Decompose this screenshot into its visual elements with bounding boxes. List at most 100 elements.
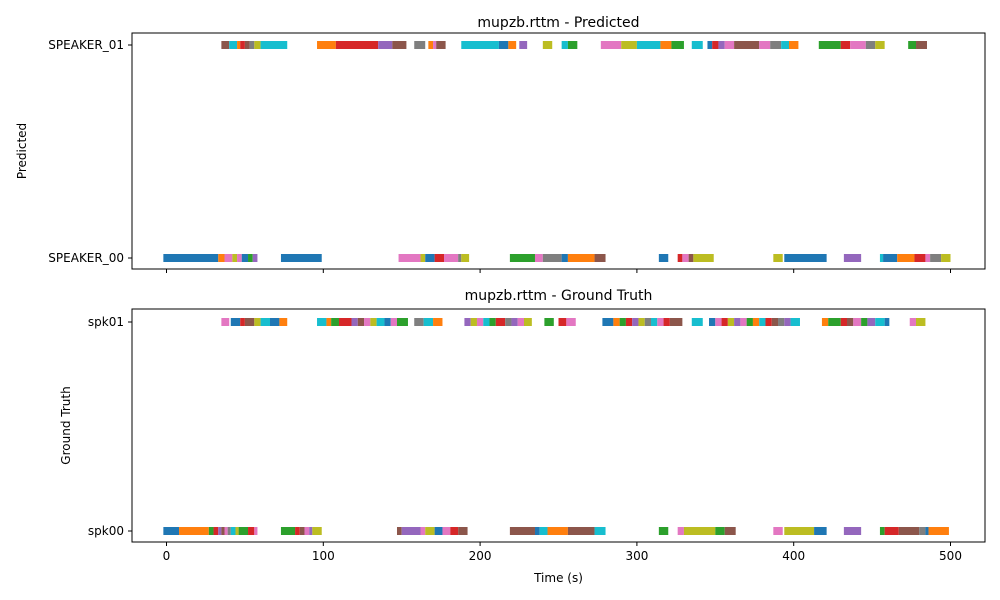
segment-spk01 (384, 318, 391, 326)
segment-speaker_01 (221, 41, 230, 49)
segment-speaker_00 (434, 254, 445, 262)
segment-speaker_01 (428, 41, 434, 49)
segment-spk00 (221, 527, 225, 535)
segment-spk01 (423, 318, 434, 326)
segment-spk01 (602, 318, 614, 326)
segment-speaker_01 (707, 41, 713, 49)
y-tick-label: spk01 (88, 315, 124, 329)
segment-speaker_00 (237, 254, 242, 262)
segment-spk00 (238, 527, 249, 535)
segment-spk00 (420, 527, 426, 535)
segment-spk00 (450, 527, 459, 535)
segment-spk01 (669, 318, 683, 326)
segment-spk01 (632, 318, 639, 326)
segment-speaker_01 (660, 41, 672, 49)
segment-spk01 (657, 318, 664, 326)
predicted-y-ticks: SPEAKER_00 SPEAKER_01 (48, 38, 132, 265)
segment-speaker_01 (433, 41, 437, 49)
segment-spk00 (396, 527, 402, 535)
x-tick-label: 500 (939, 549, 962, 563)
segment-spk00 (509, 527, 535, 535)
segment-spk01 (847, 318, 854, 326)
segment-speaker_01 (519, 41, 528, 49)
segment-speaker_01 (317, 41, 336, 49)
segment-spk00 (304, 527, 310, 535)
segment-speaker_01 (636, 41, 661, 49)
predicted-title: mupzb.rttm - Predicted (477, 15, 639, 31)
segment-speaker_01 (734, 41, 760, 49)
segment-spk01 (778, 318, 785, 326)
segment-spk01 (727, 318, 735, 326)
segment-speaker_01 (260, 41, 288, 49)
ground-truth-panel: spk00 spk01 0 100 200 300 400 500 mupzb.rttm -… (59, 288, 986, 585)
segment-spk01 (390, 318, 397, 326)
segment-spk00 (295, 527, 300, 535)
segment-speaker_01 (600, 41, 622, 49)
segment-spk00 (230, 527, 236, 535)
segment-speaker_00 (773, 254, 783, 262)
segment-spk01 (746, 318, 753, 326)
segment-speaker_00 (224, 254, 233, 262)
segment-spk01 (916, 318, 926, 326)
segment-spk00 (677, 527, 684, 535)
segment-speaker_01 (759, 41, 771, 49)
segment-spk00 (658, 527, 669, 535)
segment-spk01 (638, 318, 645, 326)
segment-spk00 (458, 527, 468, 535)
segment-speaker_01 (508, 41, 517, 49)
segment-speaker_00 (425, 254, 435, 262)
ground-truth-axes-frame (131, 308, 986, 543)
segment-spk01 (524, 318, 532, 326)
segment-spk00 (309, 527, 313, 535)
segment-speaker_01 (770, 41, 782, 49)
segment-speaker_01 (244, 41, 250, 49)
segment-spk01 (370, 318, 377, 326)
segment-speaker_01 (865, 41, 876, 49)
predicted-panel: SPEAKER_00 SPEAKER_01 mupzb.rttm - Predic… (15, 15, 986, 273)
segment-spk01 (909, 318, 917, 326)
y-tick-label: SPEAKER_01 (48, 38, 124, 52)
segment-spk01 (240, 318, 245, 326)
segment-speaker_00 (444, 254, 459, 262)
segment-spk01 (721, 318, 728, 326)
segment-spk00 (547, 527, 568, 535)
predicted-plot-area (132, 33, 985, 269)
segment-spk01 (279, 318, 288, 326)
segment-speaker_01 (567, 41, 578, 49)
segment-spk00 (179, 527, 209, 535)
segment-spk01 (715, 318, 722, 326)
segment-spk00 (898, 527, 920, 535)
predicted-y-axis-label: Predicted (15, 123, 29, 179)
segment-spk01 (759, 318, 766, 326)
segment-spk00 (539, 527, 548, 535)
segment-spk00 (299, 527, 305, 535)
segment-spk01 (505, 318, 512, 326)
segment-spk00 (401, 527, 421, 535)
x-tick-label: 300 (625, 549, 648, 563)
segment-spk00 (280, 527, 296, 535)
segment-spk01 (784, 318, 791, 326)
segment-spk01 (495, 318, 506, 326)
segment-spk01 (244, 318, 255, 326)
segment-spk00 (213, 527, 219, 535)
segment-spk00 (884, 527, 899, 535)
segment-spk01 (709, 318, 716, 326)
segment-spk00 (442, 527, 451, 535)
segment-spk01 (765, 318, 772, 326)
segment-spk00 (784, 527, 815, 535)
segment-speaker_01 (781, 41, 789, 49)
segment-speaker_00 (941, 254, 951, 262)
x-tick-label: 0 (163, 549, 171, 563)
segment-spk00 (724, 527, 736, 535)
segment-spk01 (691, 318, 703, 326)
segment-spk01 (740, 318, 747, 326)
segment-speaker_01 (561, 41, 568, 49)
segment-spk00 (843, 527, 862, 535)
segment-speaker_00 (688, 254, 694, 262)
segment-spk01 (625, 318, 633, 326)
segment-spk00 (925, 527, 929, 535)
segment-speaker_01 (392, 41, 407, 49)
segment-speaker_01 (237, 41, 241, 49)
ground-truth-plot-area (132, 309, 985, 542)
segment-spk01 (619, 318, 626, 326)
